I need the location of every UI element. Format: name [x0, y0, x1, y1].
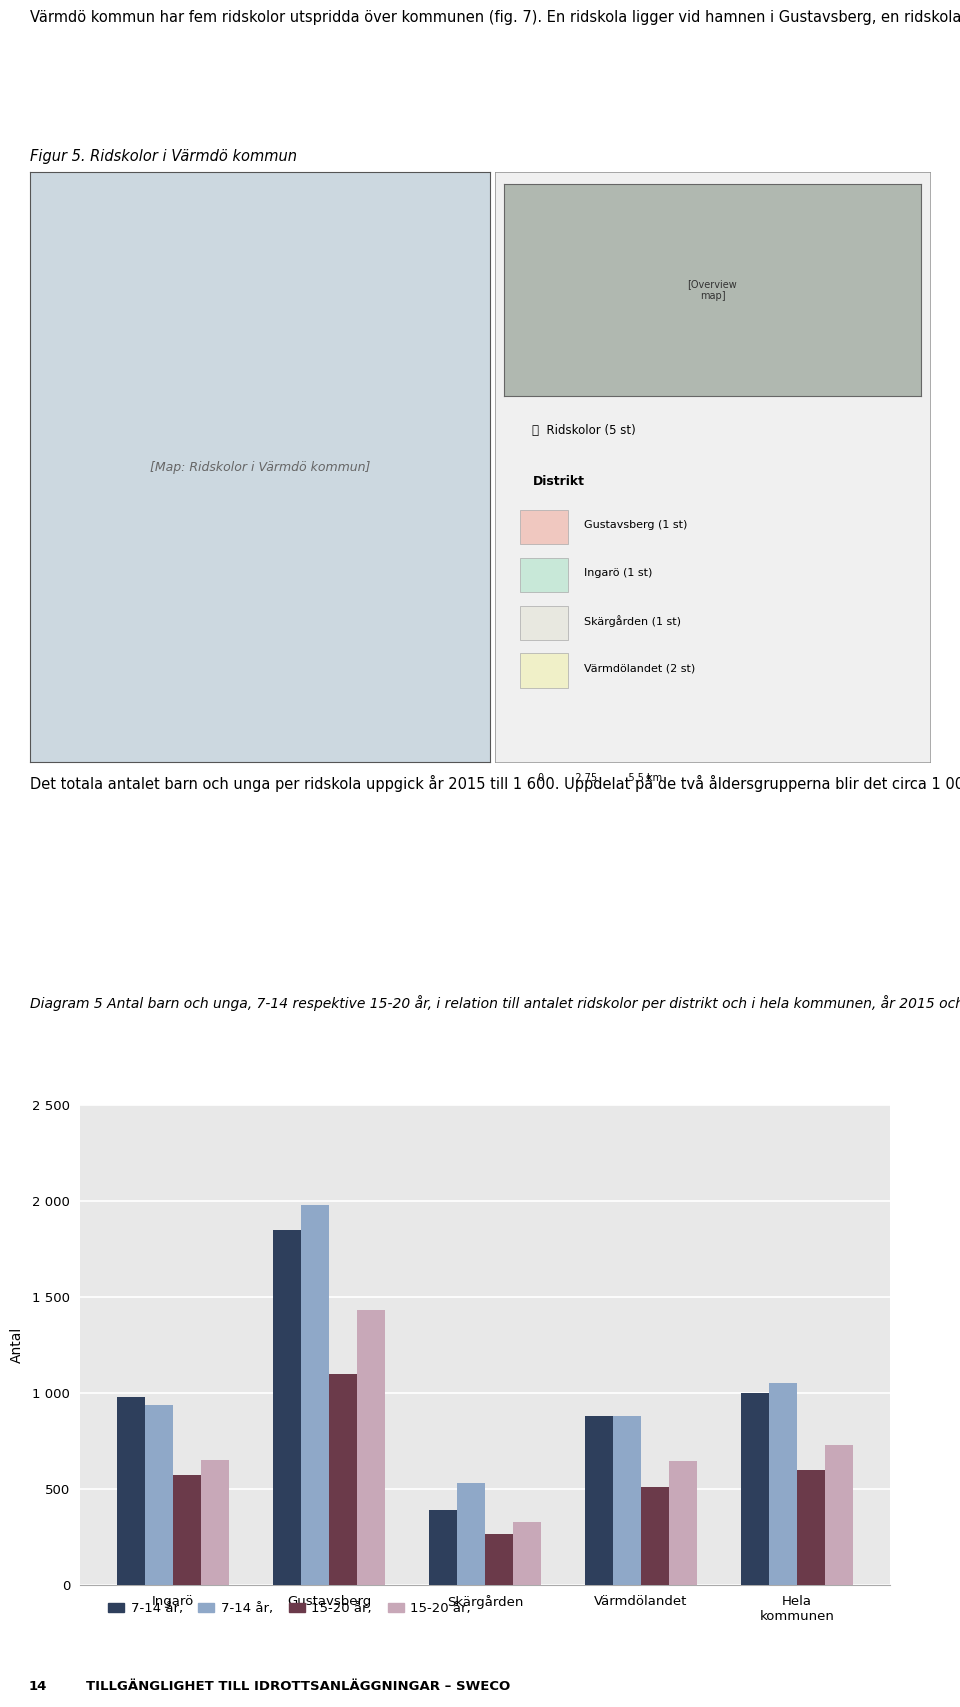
- Bar: [641, 1487, 669, 1586]
- Bar: [485, 1535, 513, 1586]
- Text: Figur 5. Ridskolor i Värmdö kommun: Figur 5. Ridskolor i Värmdö kommun: [30, 149, 297, 164]
- Bar: [117, 1396, 145, 1586]
- Bar: [612, 1417, 641, 1586]
- FancyBboxPatch shape: [520, 558, 568, 592]
- Bar: [329, 1374, 357, 1586]
- Y-axis label: Antal: Antal: [10, 1326, 24, 1364]
- FancyBboxPatch shape: [520, 510, 568, 545]
- Bar: [173, 1475, 201, 1586]
- Text: 0          2.75          5.5 km: 0 2.75 5.5 km: [539, 773, 662, 784]
- Bar: [769, 1383, 797, 1586]
- Text: Värmdö kommun har fem ridskolor utspridda över kommunen (fig. 7). En ridskola li: Värmdö kommun har fem ridskolor utspridd…: [30, 9, 960, 26]
- Text: TILLGÄNGLIGHET TILL IDROTTSANLÄGGNINGAR – SWECO: TILLGÄNGLIGHET TILL IDROTTSANLÄGGNINGAR …: [86, 1680, 511, 1693]
- Text: Distrikt: Distrikt: [533, 476, 585, 488]
- Bar: [357, 1311, 385, 1586]
- Text: Värmdölandet (2 st): Värmdölandet (2 st): [585, 664, 696, 674]
- Bar: [201, 1459, 229, 1586]
- Text: [Overview
map]: [Overview map]: [687, 280, 737, 300]
- Bar: [429, 1511, 457, 1586]
- Text: Skärgården (1 st): Skärgården (1 st): [585, 615, 682, 626]
- Bar: [669, 1461, 697, 1586]
- Text: Diagram 5 Antal barn och unga, 7-14 respektive 15-20 år, i relation till antalet: Diagram 5 Antal barn och unga, 7-14 resp…: [30, 995, 960, 1011]
- Bar: [741, 1393, 769, 1586]
- Bar: [797, 1470, 825, 1586]
- Text: Gustavsberg (1 st): Gustavsberg (1 st): [585, 521, 687, 531]
- Text: 🐴  Ridskolor (5 st): 🐴 Ridskolor (5 st): [533, 423, 636, 437]
- Text: 14: 14: [29, 1680, 47, 1693]
- Text: Ingarö (1 st): Ingarö (1 st): [585, 568, 653, 579]
- Bar: [457, 1483, 485, 1586]
- Bar: [513, 1521, 541, 1586]
- FancyBboxPatch shape: [520, 654, 568, 688]
- Text: [Map: Ridskolor i Värmdö kommun]: [Map: Ridskolor i Värmdö kommun]: [150, 461, 371, 473]
- Bar: [273, 1229, 300, 1586]
- Legend: 7-14 år,, 7-14 år,, 15-20 år,, 15-20 år,: 7-14 år,, 7-14 år,, 15-20 år,, 15-20 år,: [103, 1596, 476, 1620]
- Bar: [300, 1205, 329, 1586]
- Bar: [145, 1405, 173, 1586]
- Bar: [825, 1444, 853, 1586]
- FancyBboxPatch shape: [520, 606, 568, 640]
- Text: Det totala antalet barn och unga per ridskola uppgick år 2015 till 1 600. Uppdel: Det totala antalet barn och unga per rid…: [30, 775, 960, 792]
- Bar: [585, 1417, 612, 1586]
